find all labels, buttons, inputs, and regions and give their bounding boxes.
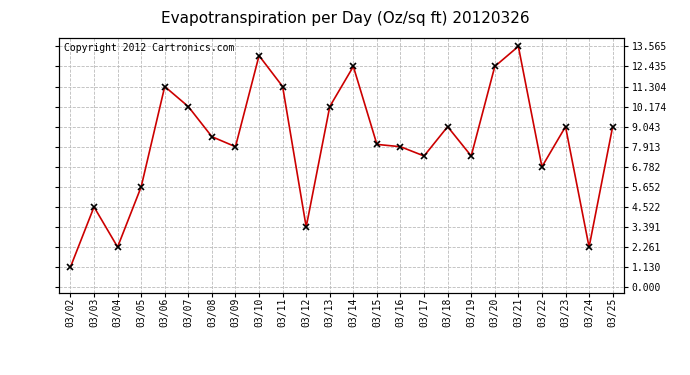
Text: Evapotranspiration per Day (Oz/sq ft) 20120326: Evapotranspiration per Day (Oz/sq ft) 20…	[161, 11, 529, 26]
Text: Copyright 2012 Cartronics.com: Copyright 2012 Cartronics.com	[64, 43, 235, 52]
